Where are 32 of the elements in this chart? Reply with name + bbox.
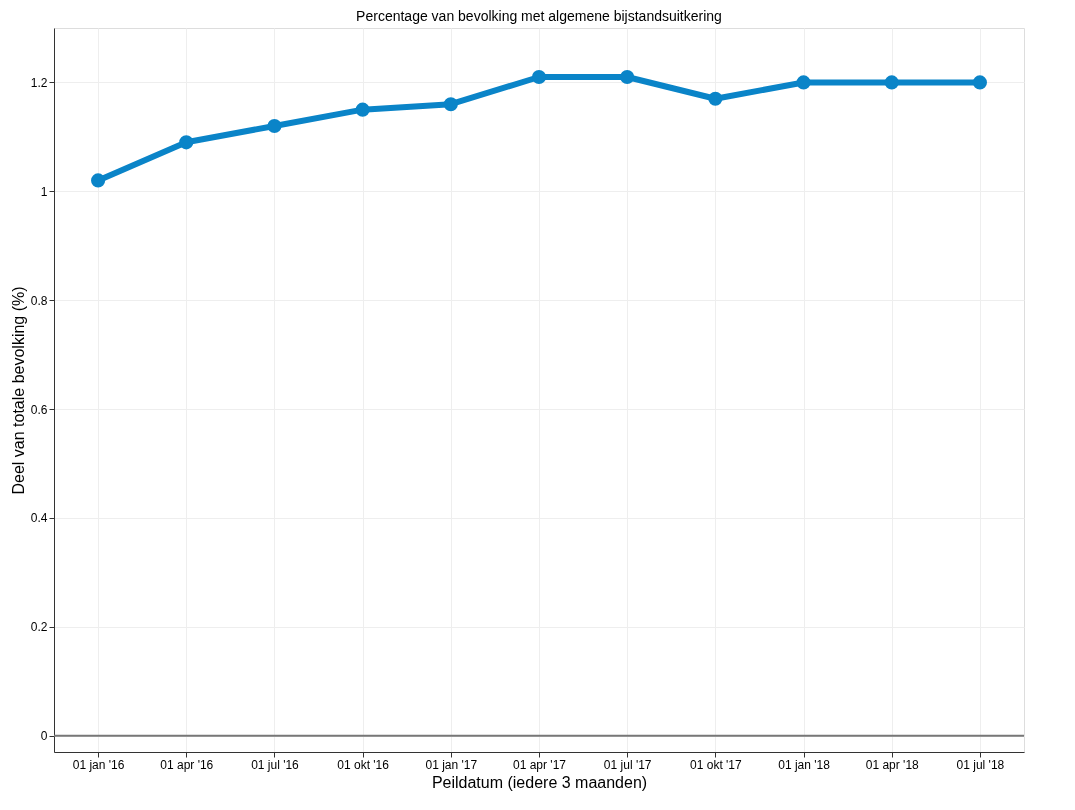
x-tick-label: 01 jul '17 (603, 757, 652, 772)
x-tick-label: 01 jan '16 (72, 757, 125, 772)
y-tick-label: 0.2 (30, 620, 48, 635)
x-tick-label: 01 jan '17 (425, 757, 478, 772)
point (91, 173, 106, 188)
y-tick-label: 0.4 (30, 511, 48, 526)
x-tick-label: 01 jan '18 (778, 757, 831, 772)
point (267, 118, 282, 134)
y-axis-title: Deel van totale bevolking (%) (9, 286, 27, 495)
x-tick-label: 01 apr '17 (513, 757, 567, 772)
chart-title: Percentage van bevolking met algemene bijstandsuitkering (356, 8, 722, 24)
point (355, 102, 370, 117)
x-axis-title: Peildatum (iedere 3 maanden) (431, 773, 648, 791)
y-tick-label: 1.2 (30, 75, 48, 90)
point (531, 69, 547, 85)
x-tick-label: 01 okt '16 (337, 757, 390, 772)
point (884, 75, 899, 90)
point (972, 75, 987, 90)
y-tick-label: 1 (40, 184, 48, 199)
x-tick-label: 01 apr '18 (865, 757, 920, 772)
point (620, 69, 635, 85)
y-tick-label: 0.6 (30, 402, 48, 417)
point (796, 75, 811, 90)
x-tick-label: 01 jul '16 (251, 757, 300, 772)
y-tick-label: 0.8 (30, 293, 48, 308)
x-tick-label: 01 okt '17 (690, 757, 743, 772)
y-tick-label: 0 (40, 729, 48, 744)
point (708, 91, 723, 106)
point (179, 135, 194, 150)
x-tick-label: 01 jul '18 (956, 757, 1005, 772)
point (443, 97, 458, 112)
x-tick-label: 01 apr '16 (160, 757, 214, 772)
